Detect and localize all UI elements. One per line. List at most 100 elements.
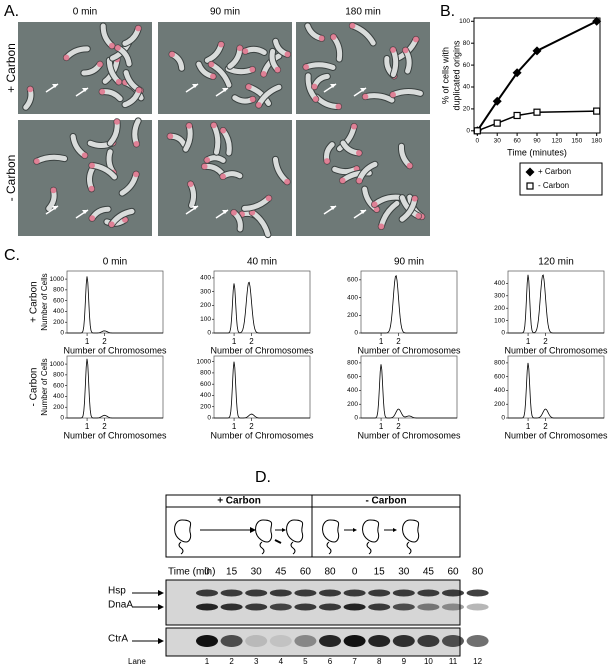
- y-tick-label: 300: [200, 288, 211, 295]
- x-axis-label: Number of Chromosomes: [504, 345, 608, 355]
- cell-pole: [242, 48, 249, 55]
- plot-frame: [360, 355, 458, 419]
- band: [466, 589, 489, 597]
- x-tick-label: 180: [591, 138, 602, 145]
- band: [319, 589, 341, 597]
- y-tick-label: 1000: [50, 361, 65, 368]
- y-tick-label: 800: [53, 372, 64, 379]
- histogram-curve: [214, 361, 310, 419]
- y-tick-label: 600: [200, 381, 211, 388]
- cell-pole: [81, 152, 88, 159]
- x-axis-label: Number of Chromosomes: [357, 430, 461, 440]
- cell-pole: [284, 178, 291, 185]
- cell-pole: [249, 66, 256, 73]
- lane-number: 7: [352, 657, 357, 666]
- cell-pole: [167, 133, 174, 140]
- cell-pole: [33, 158, 40, 165]
- arrow-head: [222, 210, 228, 214]
- x-axis-label: Number of Chromosomes: [504, 430, 608, 440]
- cell-pole: [114, 44, 121, 51]
- x-tick-label: 1: [526, 337, 531, 346]
- x-tick-label: 150: [571, 138, 582, 145]
- cell-icon: [286, 519, 304, 543]
- band: [368, 603, 391, 611]
- cell-pole: [335, 103, 342, 110]
- cell-pole: [406, 162, 413, 169]
- cell-pole: [284, 51, 291, 58]
- x-tick-label: 1: [379, 422, 384, 431]
- cell-pole: [220, 127, 227, 134]
- column-title: 90 min: [394, 257, 424, 268]
- cell-pole: [96, 61, 103, 68]
- band: [343, 589, 366, 597]
- band: [196, 589, 218, 597]
- y-tick-label: 600: [53, 382, 64, 389]
- time-value: 60: [300, 567, 312, 578]
- cell-pole: [108, 221, 115, 228]
- cell-pole: [113, 118, 120, 125]
- cell-pole: [349, 22, 356, 29]
- x-axis-label: Number of Chromosomes: [63, 345, 167, 355]
- y-tick-label: 400: [200, 275, 211, 282]
- cell-pole: [63, 54, 70, 61]
- y-tick-label: 200: [200, 403, 211, 410]
- column-title: 120 min: [538, 257, 574, 268]
- band: [392, 635, 415, 647]
- stalk: [366, 541, 372, 555]
- cell-pole: [186, 122, 193, 129]
- legend-label: + Carbon: [538, 167, 571, 176]
- y-tick-label: 200: [347, 401, 358, 408]
- lane-number: 12: [473, 657, 482, 666]
- cell-pole: [356, 149, 363, 156]
- y-tick-label: 40: [463, 84, 471, 91]
- blot: [165, 579, 461, 626]
- data-point: [513, 111, 521, 120]
- stalk: [178, 541, 184, 555]
- cell-pole: [411, 195, 418, 202]
- band: [368, 589, 391, 597]
- y-tick-label: 400: [347, 387, 358, 394]
- lane-number: 8: [377, 657, 382, 666]
- y-tick-label: 0: [207, 415, 211, 422]
- cell-pole: [115, 78, 122, 85]
- stalk: [259, 541, 265, 555]
- histogram-curve: [508, 362, 604, 419]
- cell-pole: [311, 83, 318, 90]
- band: [294, 635, 317, 647]
- y-tick-label: 600: [347, 373, 358, 380]
- y-tick-label: 100: [200, 316, 211, 323]
- y-tick-label: 0: [60, 330, 64, 337]
- cell-pole: [88, 185, 95, 192]
- cell-pole: [318, 35, 325, 42]
- cell-pole: [50, 187, 57, 194]
- arrow-head: [52, 206, 58, 210]
- band: [294, 603, 317, 611]
- lane-number: 2: [229, 657, 234, 666]
- cell-pole: [236, 45, 243, 52]
- band: [442, 635, 464, 647]
- histogram-curve: [67, 276, 163, 334]
- y-axis-label: duplicated origins: [451, 40, 461, 111]
- panel-label: D.: [255, 469, 271, 486]
- x-tick-label: 2: [249, 337, 254, 346]
- x-axis-label: Number of Chromosomes: [63, 430, 167, 440]
- band: [269, 635, 292, 647]
- time-value: 0: [204, 567, 210, 578]
- x-tick-label: 30: [494, 138, 502, 145]
- y-tick-label: 0: [60, 415, 64, 422]
- band: [319, 635, 341, 647]
- y-tick-label: 800: [53, 287, 64, 294]
- band: [245, 589, 268, 597]
- y-tick-label: 60: [463, 62, 471, 69]
- stalk: [406, 541, 412, 555]
- arrow-head: [222, 88, 228, 92]
- y-tick-label: 800: [347, 360, 358, 367]
- arrow-head: [82, 88, 88, 92]
- band: [417, 589, 440, 597]
- plot-frame: [66, 270, 164, 334]
- x-tick-label: 1: [379, 337, 384, 346]
- cell-pole: [218, 41, 225, 48]
- band: [417, 635, 440, 647]
- time-value: 45: [275, 567, 287, 578]
